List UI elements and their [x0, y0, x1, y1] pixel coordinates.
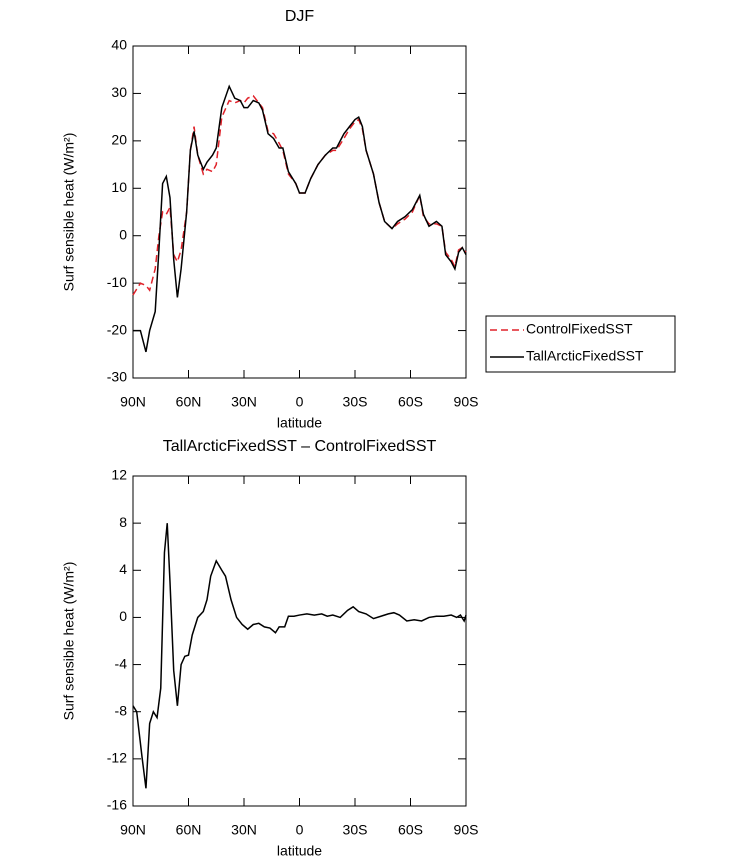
data-line — [133, 84, 467, 353]
legend-box — [485, 315, 676, 373]
x-tick-label: 60S — [398, 394, 423, 410]
chart-title: TallArcticFixedSST – ControlFixedSST — [163, 438, 437, 455]
x-tick-label: 30N — [231, 394, 257, 410]
x-tick-label: 60N — [176, 394, 202, 410]
data-line — [132, 94, 467, 296]
y-tick-label: -8 — [115, 702, 128, 718]
y-tick-label: -4 — [115, 655, 128, 671]
y-tick-label: 12 — [111, 467, 127, 483]
y-tick-label: 10 — [111, 179, 127, 195]
y-axis-label: Surf sensible heat (W/m²) — [61, 562, 77, 721]
x-tick-label: 90N — [120, 394, 146, 410]
x-axis-label: latitude — [277, 843, 322, 859]
y-axis-label: Surf sensible heat (W/m²) — [61, 133, 77, 292]
plot-frame — [132, 475, 467, 807]
x-tick-label: 30N — [231, 822, 257, 838]
x-tick-label: 0 — [296, 394, 304, 410]
y-tick-label: -16 — [107, 797, 127, 813]
data-line — [132, 523, 467, 789]
x-tick-label: 90N — [120, 822, 146, 838]
x-tick-label: 60S — [398, 822, 423, 838]
y-tick-label: 0 — [119, 608, 127, 624]
y-tick-label: 4 — [119, 561, 127, 577]
y-tick-label: -20 — [107, 321, 127, 337]
y-tick-label: 8 — [119, 514, 127, 530]
x-tick-label: 60N — [176, 822, 202, 838]
x-tick-label: 30S — [343, 822, 368, 838]
x-axis-label: latitude — [277, 415, 322, 431]
x-tick-label: 30S — [343, 394, 368, 410]
y-tick-label: 30 — [111, 84, 127, 100]
plot-frame — [132, 45, 467, 379]
y-tick-label: -10 — [107, 274, 127, 290]
legend-label: ControlFixedSST — [526, 321, 633, 337]
x-tick-label: 0 — [296, 822, 304, 838]
legend-label: TallArcticFixedSST — [526, 348, 644, 364]
x-tick-label: 90S — [454, 394, 479, 410]
x-tick-label: 90S — [454, 822, 479, 838]
y-tick-label: 40 — [111, 37, 127, 53]
y-tick-label: 20 — [111, 132, 127, 148]
y-tick-label: 0 — [119, 226, 127, 242]
chart-title: DJF — [285, 8, 315, 25]
y-tick-label: -12 — [107, 750, 127, 766]
y-tick-label: -30 — [107, 369, 127, 385]
